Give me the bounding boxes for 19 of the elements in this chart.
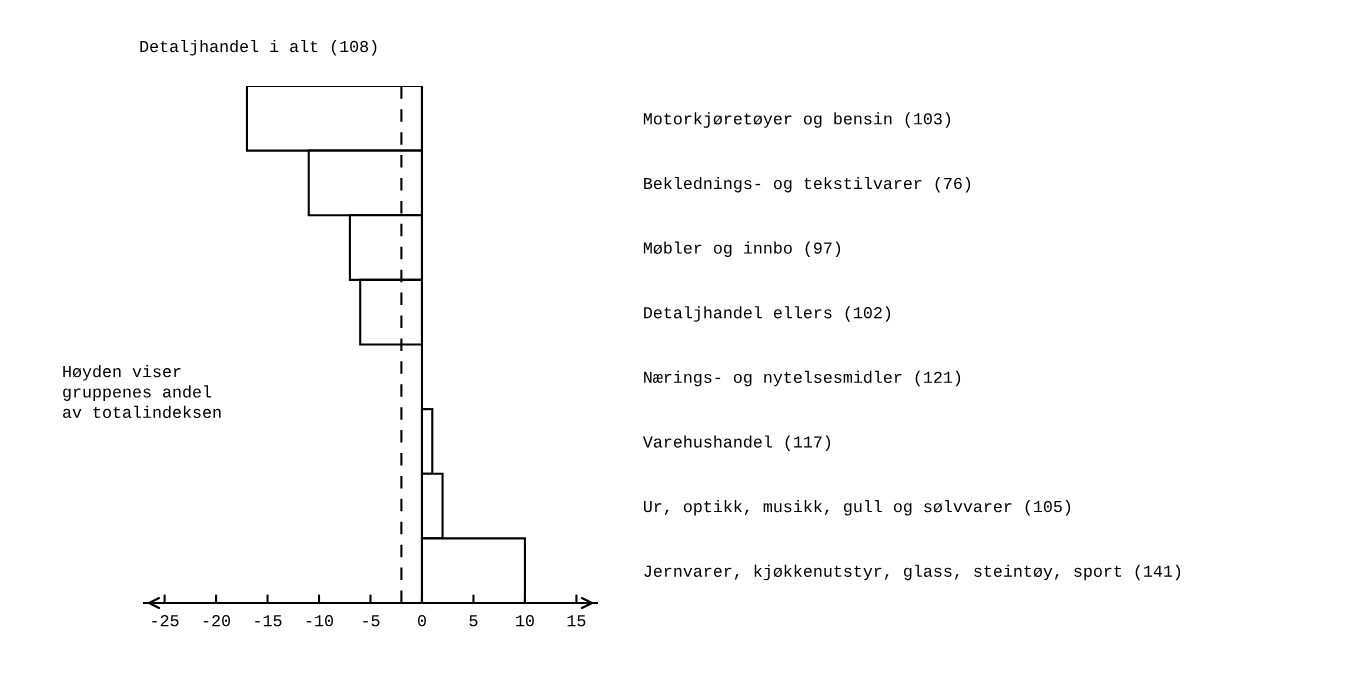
ref-line-label: Detaljhandel i alt (108) — [140, 39, 377, 56]
y-tick-label: Varehushandel (117) — [642, 435, 831, 451]
x-tick-label: -25 — [152, 615, 179, 627]
y-tick-label: Beklednings- og tekstilvarer (76) — [644, 176, 971, 193]
x-tick-label: 15 — [567, 615, 586, 627]
x-tick-label: -10 — [306, 615, 333, 627]
y-tick-label: Jernvarer, kjøkkenutstyr, glass, steintøy, sport (141) — [644, 564, 1181, 581]
y-tick-label: Detaljhandel ellers (102) — [644, 306, 891, 322]
y-tick-label: Møbler og innbo (97) — [643, 241, 841, 258]
x-tick-label: 10 — [516, 615, 534, 627]
y-tick-label: Motorkjøretøyer og bensin (103) — [643, 112, 951, 128]
y-tick-label: Nærings- og nytelsesmidler (121) — [644, 370, 961, 387]
x-tick-label: 5 — [469, 615, 478, 627]
y-tick-label: Ur, optikk, musikk, gull og sølvvarer (105) — [643, 500, 1071, 516]
x-tick-label: -15 — [255, 615, 282, 627]
x-tick-label: -5 — [363, 615, 380, 627]
x-tick-label: -20 — [203, 615, 231, 627]
annotation: Høyden viser gruppenes andel av totalindeksen — [63, 365, 221, 419]
x-tick-label: 0 — [417, 615, 426, 627]
